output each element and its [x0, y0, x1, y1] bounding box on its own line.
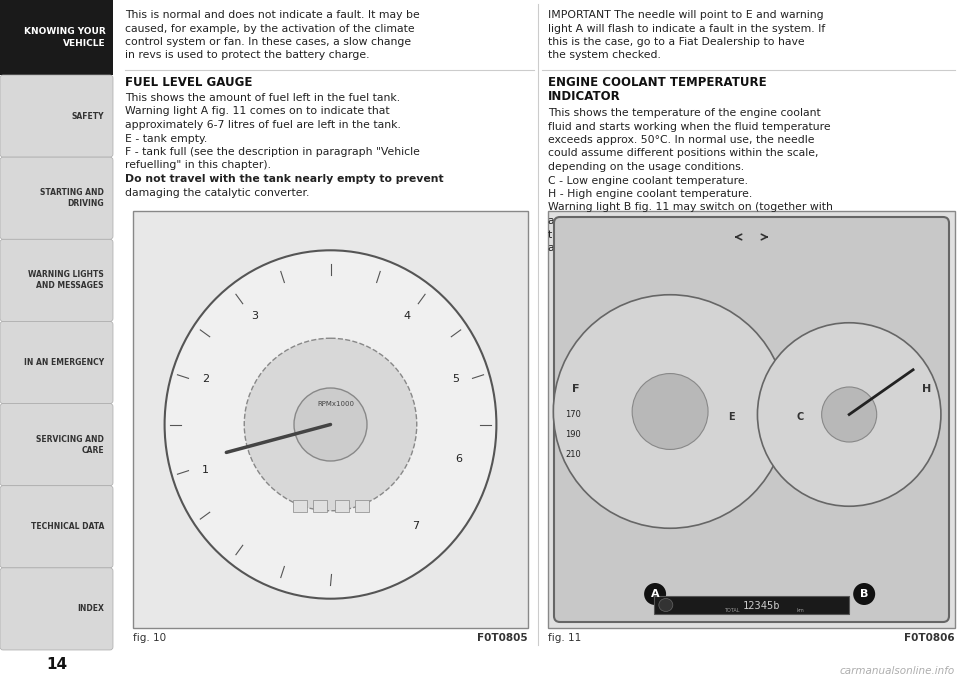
Bar [654, 596, 850, 614]
Text: 6: 6 [455, 454, 462, 464]
Text: FUEL LEVEL GAUGE: FUEL LEVEL GAUGE [125, 76, 252, 89]
Text: KNOWING YOUR
VEHICLE: KNOWING YOUR VEHICLE [24, 27, 106, 48]
Text: 170: 170 [565, 410, 581, 419]
Text: Do not travel with the tank nearly empty to prevent: Do not travel with the tank nearly empty… [125, 174, 444, 184]
Text: could assume different positions within the scale,: could assume different positions within … [548, 148, 819, 159]
Text: 2: 2 [203, 374, 209, 384]
Text: carmanualsonline.info: carmanualsonline.info [840, 666, 955, 676]
Text: fig. 10: fig. 10 [133, 633, 166, 643]
Text: IMPORTANT The needle will point to E and warning: IMPORTANT The needle will point to E and… [548, 10, 824, 20]
Ellipse shape [164, 250, 496, 599]
Text: and contact a Fiat Dealership.: and contact a Fiat Dealership. [548, 243, 711, 253]
FancyBboxPatch shape [0, 239, 113, 321]
Text: the system checked.: the system checked. [548, 50, 660, 60]
Text: 190: 190 [565, 430, 581, 439]
FancyBboxPatch shape [0, 75, 113, 157]
Ellipse shape [822, 387, 876, 442]
FancyBboxPatch shape [0, 568, 113, 650]
Text: F0T0806: F0T0806 [904, 633, 955, 643]
Ellipse shape [757, 323, 941, 506]
Text: km: km [797, 608, 804, 613]
Text: F0T0805: F0T0805 [477, 633, 528, 643]
Text: light A will flash to indicate a fault in the system. If: light A will flash to indicate a fault i… [548, 24, 826, 33]
Bar [0, 0, 113, 75]
Text: This is normal and does not indicate a fault. It may be: This is normal and does not indicate a f… [125, 10, 420, 20]
Ellipse shape [659, 599, 673, 612]
Text: This shows the amount of fuel left in the fuel tank.: This shows the amount of fuel left in th… [125, 93, 400, 103]
Text: IN AN EMERGENCY: IN AN EMERGENCY [24, 358, 104, 367]
Ellipse shape [853, 583, 876, 605]
Ellipse shape [632, 374, 708, 450]
Text: H - High engine coolant temperature.: H - High engine coolant temperature. [548, 189, 753, 199]
FancyBboxPatch shape [0, 321, 113, 403]
Bar [293, 500, 306, 513]
Text: fluid and starts working when the fluid temperature: fluid and starts working when the fluid … [548, 121, 830, 132]
Text: F - tank full (see the description in paragraph "Vehicle: F - tank full (see the description in pa… [125, 147, 420, 157]
Text: approximately 6-7 litres of fuel are left in the tank.: approximately 6-7 litres of fuel are lef… [125, 120, 401, 130]
Text: B: B [860, 589, 869, 599]
Text: Warning light A fig. 11 comes on to indicate that: Warning light A fig. 11 comes on to indi… [125, 106, 390, 117]
Text: C - Low engine coolant temperature.: C - Low engine coolant temperature. [548, 176, 748, 186]
Text: TECHNICAL DATA: TECHNICAL DATA [31, 522, 104, 532]
Text: 14: 14 [46, 657, 67, 672]
Text: refuelling" in this chapter).: refuelling" in this chapter). [125, 161, 271, 170]
Bar [354, 500, 369, 513]
Text: H: H [922, 384, 931, 395]
Text: depending on the usage conditions.: depending on the usage conditions. [548, 162, 744, 172]
Ellipse shape [644, 583, 666, 605]
Text: STARTING AND
DRIVING: STARTING AND DRIVING [40, 188, 104, 208]
Text: damaging the catalytic converter.: damaging the catalytic converter. [125, 188, 309, 197]
Text: E: E [729, 412, 735, 422]
Text: a message on the display) to indicate that the coolant: a message on the display) to indicate th… [548, 216, 844, 226]
FancyBboxPatch shape [554, 217, 949, 622]
Text: 3: 3 [251, 311, 258, 321]
Text: WARNING LIGHTS
AND MESSAGES: WARNING LIGHTS AND MESSAGES [28, 271, 104, 290]
Text: RPMx1000: RPMx1000 [317, 401, 354, 407]
Bar [548, 211, 955, 628]
Text: Warning light B fig. 11 may switch on (together with: Warning light B fig. 11 may switch on (t… [548, 203, 833, 212]
Text: in revs is used to protect the battery charge.: in revs is used to protect the battery c… [125, 50, 370, 60]
Text: INDICATOR: INDICATOR [548, 90, 621, 103]
Bar [313, 500, 326, 513]
Text: exceeds approx. 50°C. In normal use, the needle: exceeds approx. 50°C. In normal use, the… [548, 135, 814, 145]
FancyBboxPatch shape [0, 485, 113, 568]
Text: 4: 4 [403, 311, 410, 321]
Text: control system or fan. In these cases, a slow change: control system or fan. In these cases, a… [125, 37, 411, 47]
Text: SERVICING AND
CARE: SERVICING AND CARE [36, 435, 104, 455]
Ellipse shape [294, 388, 367, 461]
Text: INDEX: INDEX [77, 604, 104, 614]
Text: 1: 1 [203, 465, 209, 475]
Bar [133, 211, 528, 628]
Text: caused, for example, by the activation of the climate: caused, for example, by the activation o… [125, 24, 415, 33]
Text: temperature is too high; in this case, stop the engine: temperature is too high; in this case, s… [548, 229, 839, 239]
Text: This shows the temperature of the engine coolant: This shows the temperature of the engine… [548, 108, 821, 118]
Text: C: C [796, 412, 804, 422]
Ellipse shape [244, 338, 417, 511]
FancyBboxPatch shape [0, 157, 113, 239]
Text: SAFETY: SAFETY [71, 112, 104, 121]
Bar [334, 500, 348, 513]
Text: A: A [651, 589, 660, 599]
Text: TOTAL: TOTAL [724, 608, 740, 613]
Text: 7: 7 [412, 521, 420, 531]
Text: this is the case, go to a Fiat Dealership to have: this is the case, go to a Fiat Dealershi… [548, 37, 804, 47]
Text: ENGINE COOLANT TEMPERATURE: ENGINE COOLANT TEMPERATURE [548, 76, 767, 89]
Text: 210: 210 [565, 450, 581, 459]
Text: fig. 11: fig. 11 [548, 633, 581, 643]
Text: 5: 5 [452, 374, 459, 384]
Text: 12345b: 12345b [742, 601, 780, 611]
FancyBboxPatch shape [0, 403, 113, 485]
Ellipse shape [553, 295, 787, 528]
Text: F: F [572, 384, 580, 395]
Text: E - tank empty.: E - tank empty. [125, 134, 207, 144]
